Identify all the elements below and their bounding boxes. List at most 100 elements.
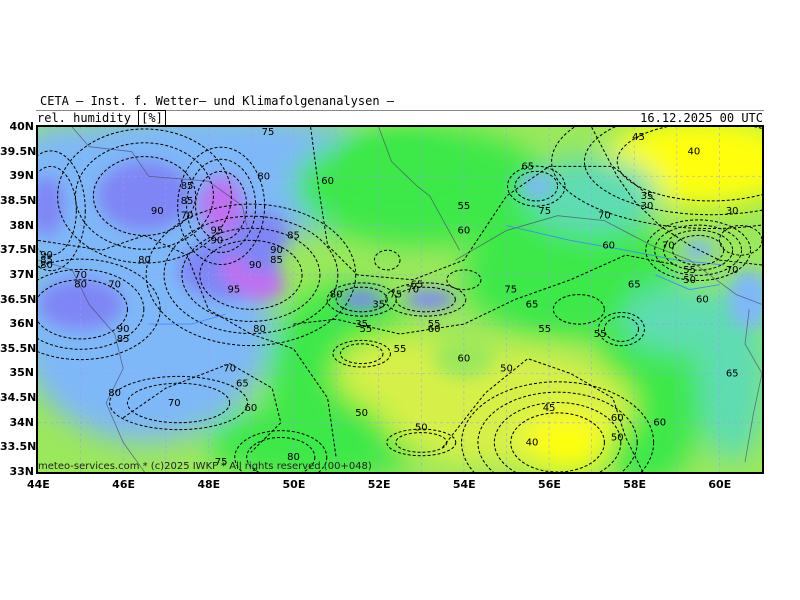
- credit-line: meteo-services.com * (c)2025 IWKF * All …: [38, 461, 372, 472]
- river: [148, 313, 226, 325]
- contour-label: 70: [74, 270, 87, 281]
- lat-tick-label: 40N: [9, 120, 34, 133]
- contour-ring-9-2: [477, 391, 638, 472]
- contour-ring-14-1: [38, 150, 86, 272]
- fill-blob-5: [208, 403, 422, 472]
- contour-label: 60: [602, 240, 615, 251]
- contour-label: 90: [117, 324, 130, 335]
- chart-title: CETA — Inst. f. Wetter— und Klimafolgena…: [40, 94, 395, 108]
- contour-label: 75: [389, 290, 402, 301]
- contour-ring-12-0: [603, 316, 639, 342]
- borders-and-rivers: [38, 127, 762, 472]
- river: [506, 225, 724, 266]
- contour-ring-0-2: [177, 146, 266, 266]
- contour-label: 90: [151, 206, 164, 217]
- contour-label: 70: [726, 265, 739, 276]
- contour-label: 55: [360, 324, 373, 335]
- contour-label: 80: [330, 290, 343, 301]
- contour-label: 90: [211, 235, 224, 246]
- lon-tick-label: 48E: [197, 478, 221, 491]
- contour-label: 60: [428, 324, 441, 335]
- lat-tick-label: 37N: [9, 267, 34, 281]
- contour-ring-9-0: [510, 412, 605, 472]
- contour-ring-7-0: [672, 234, 725, 266]
- contour-label: 80: [138, 255, 151, 266]
- contour-label: 40: [526, 437, 539, 448]
- contour-label: 50: [500, 364, 513, 375]
- contour-label: 80: [253, 324, 266, 335]
- contour-ring-6-0: [514, 170, 559, 202]
- contour-label: 90: [40, 250, 53, 261]
- fill-blob-25: [519, 173, 554, 199]
- lat-tick-label: 35.5N: [0, 341, 37, 355]
- lat-tick-label: 33.5N: [0, 440, 37, 454]
- contour-label: 65: [411, 280, 424, 291]
- contour-ring-12-1: [597, 311, 645, 347]
- contour-label: 65: [526, 299, 539, 310]
- lat-tick-label: 36.5N: [0, 292, 37, 306]
- contour-label: 65: [236, 378, 249, 389]
- contour-line-5: [591, 127, 762, 266]
- contour-line-2: [38, 234, 337, 458]
- contour-ring-1-2: [57, 128, 232, 264]
- contour-label: 60: [458, 226, 471, 237]
- contour-ring-4-0: [335, 286, 388, 313]
- lon-tick-label: 60E: [708, 478, 732, 491]
- contour-label: 45: [632, 132, 645, 143]
- contour-ring-3-0: [38, 279, 128, 340]
- contour-label: 40: [687, 147, 700, 158]
- contour-label: 80: [108, 388, 121, 399]
- contour-ring-10-0: [339, 343, 384, 365]
- contour-ring-5-1: [384, 282, 467, 317]
- lat-tick-label: 39N: [9, 169, 34, 183]
- contour-label: 95: [211, 226, 224, 237]
- contour-ring-4-1: [326, 282, 397, 317]
- contour-label: 95: [228, 285, 241, 296]
- contour-label: 85: [287, 230, 300, 241]
- contour-ring-18-0: [446, 269, 482, 291]
- contour-label: 55: [458, 201, 471, 212]
- fill-blob-15: [38, 279, 124, 330]
- fill-blob-18: [229, 210, 290, 261]
- contour-label: 55: [594, 329, 607, 340]
- contour-label: 90: [249, 260, 262, 271]
- contour-label: 55: [428, 319, 441, 330]
- contour-label: 75: [538, 206, 551, 217]
- contour-ring-2-2: [163, 215, 339, 335]
- fill-blob-27: [727, 269, 762, 330]
- contour-label: 60: [611, 413, 624, 424]
- fill-blob-20: [199, 176, 243, 236]
- lat-tick-label: 38N: [9, 218, 34, 232]
- contour-label: 50: [415, 423, 428, 434]
- fill-blob-6: [463, 210, 677, 339]
- contour-label: 90: [270, 245, 283, 256]
- contour-label: 75: [262, 127, 275, 138]
- contour-label: 65: [521, 161, 534, 172]
- lon-tick-label: 44E: [27, 478, 50, 491]
- contour-ring-15-1: [109, 375, 249, 431]
- contour-ring-2-1: [181, 227, 321, 322]
- contour-label: 35: [372, 299, 385, 310]
- country-border: [744, 309, 762, 463]
- contour-ring-8-0: [616, 127, 762, 202]
- lat-tick-label: 39.5N: [0, 144, 37, 158]
- river: [655, 274, 720, 291]
- contour-label: 65: [628, 280, 641, 291]
- contour-line-0: [310, 127, 656, 281]
- contour-label: 50: [683, 275, 696, 286]
- contour-ring-1-1: [74, 142, 214, 250]
- contour-label: 70: [406, 285, 419, 296]
- contour-label: 80: [287, 452, 300, 463]
- contour-label: 45: [543, 403, 556, 414]
- country-border: [71, 127, 248, 226]
- contour-label: 75: [504, 285, 517, 296]
- contour-label: 70: [168, 398, 181, 409]
- contour-label: 55: [538, 324, 551, 335]
- lat-tick-label: 38.5N: [0, 193, 37, 207]
- contour-ring-9-1: [493, 402, 622, 472]
- humidity-map: 75 85 85 90 70 95 90 80 60 85 90 85 90 95 80 70 80 70 90 85…: [36, 125, 764, 474]
- contour-label: 85: [181, 196, 194, 207]
- contour-ring-11-1: [386, 428, 457, 457]
- contour-label: 35: [355, 319, 368, 330]
